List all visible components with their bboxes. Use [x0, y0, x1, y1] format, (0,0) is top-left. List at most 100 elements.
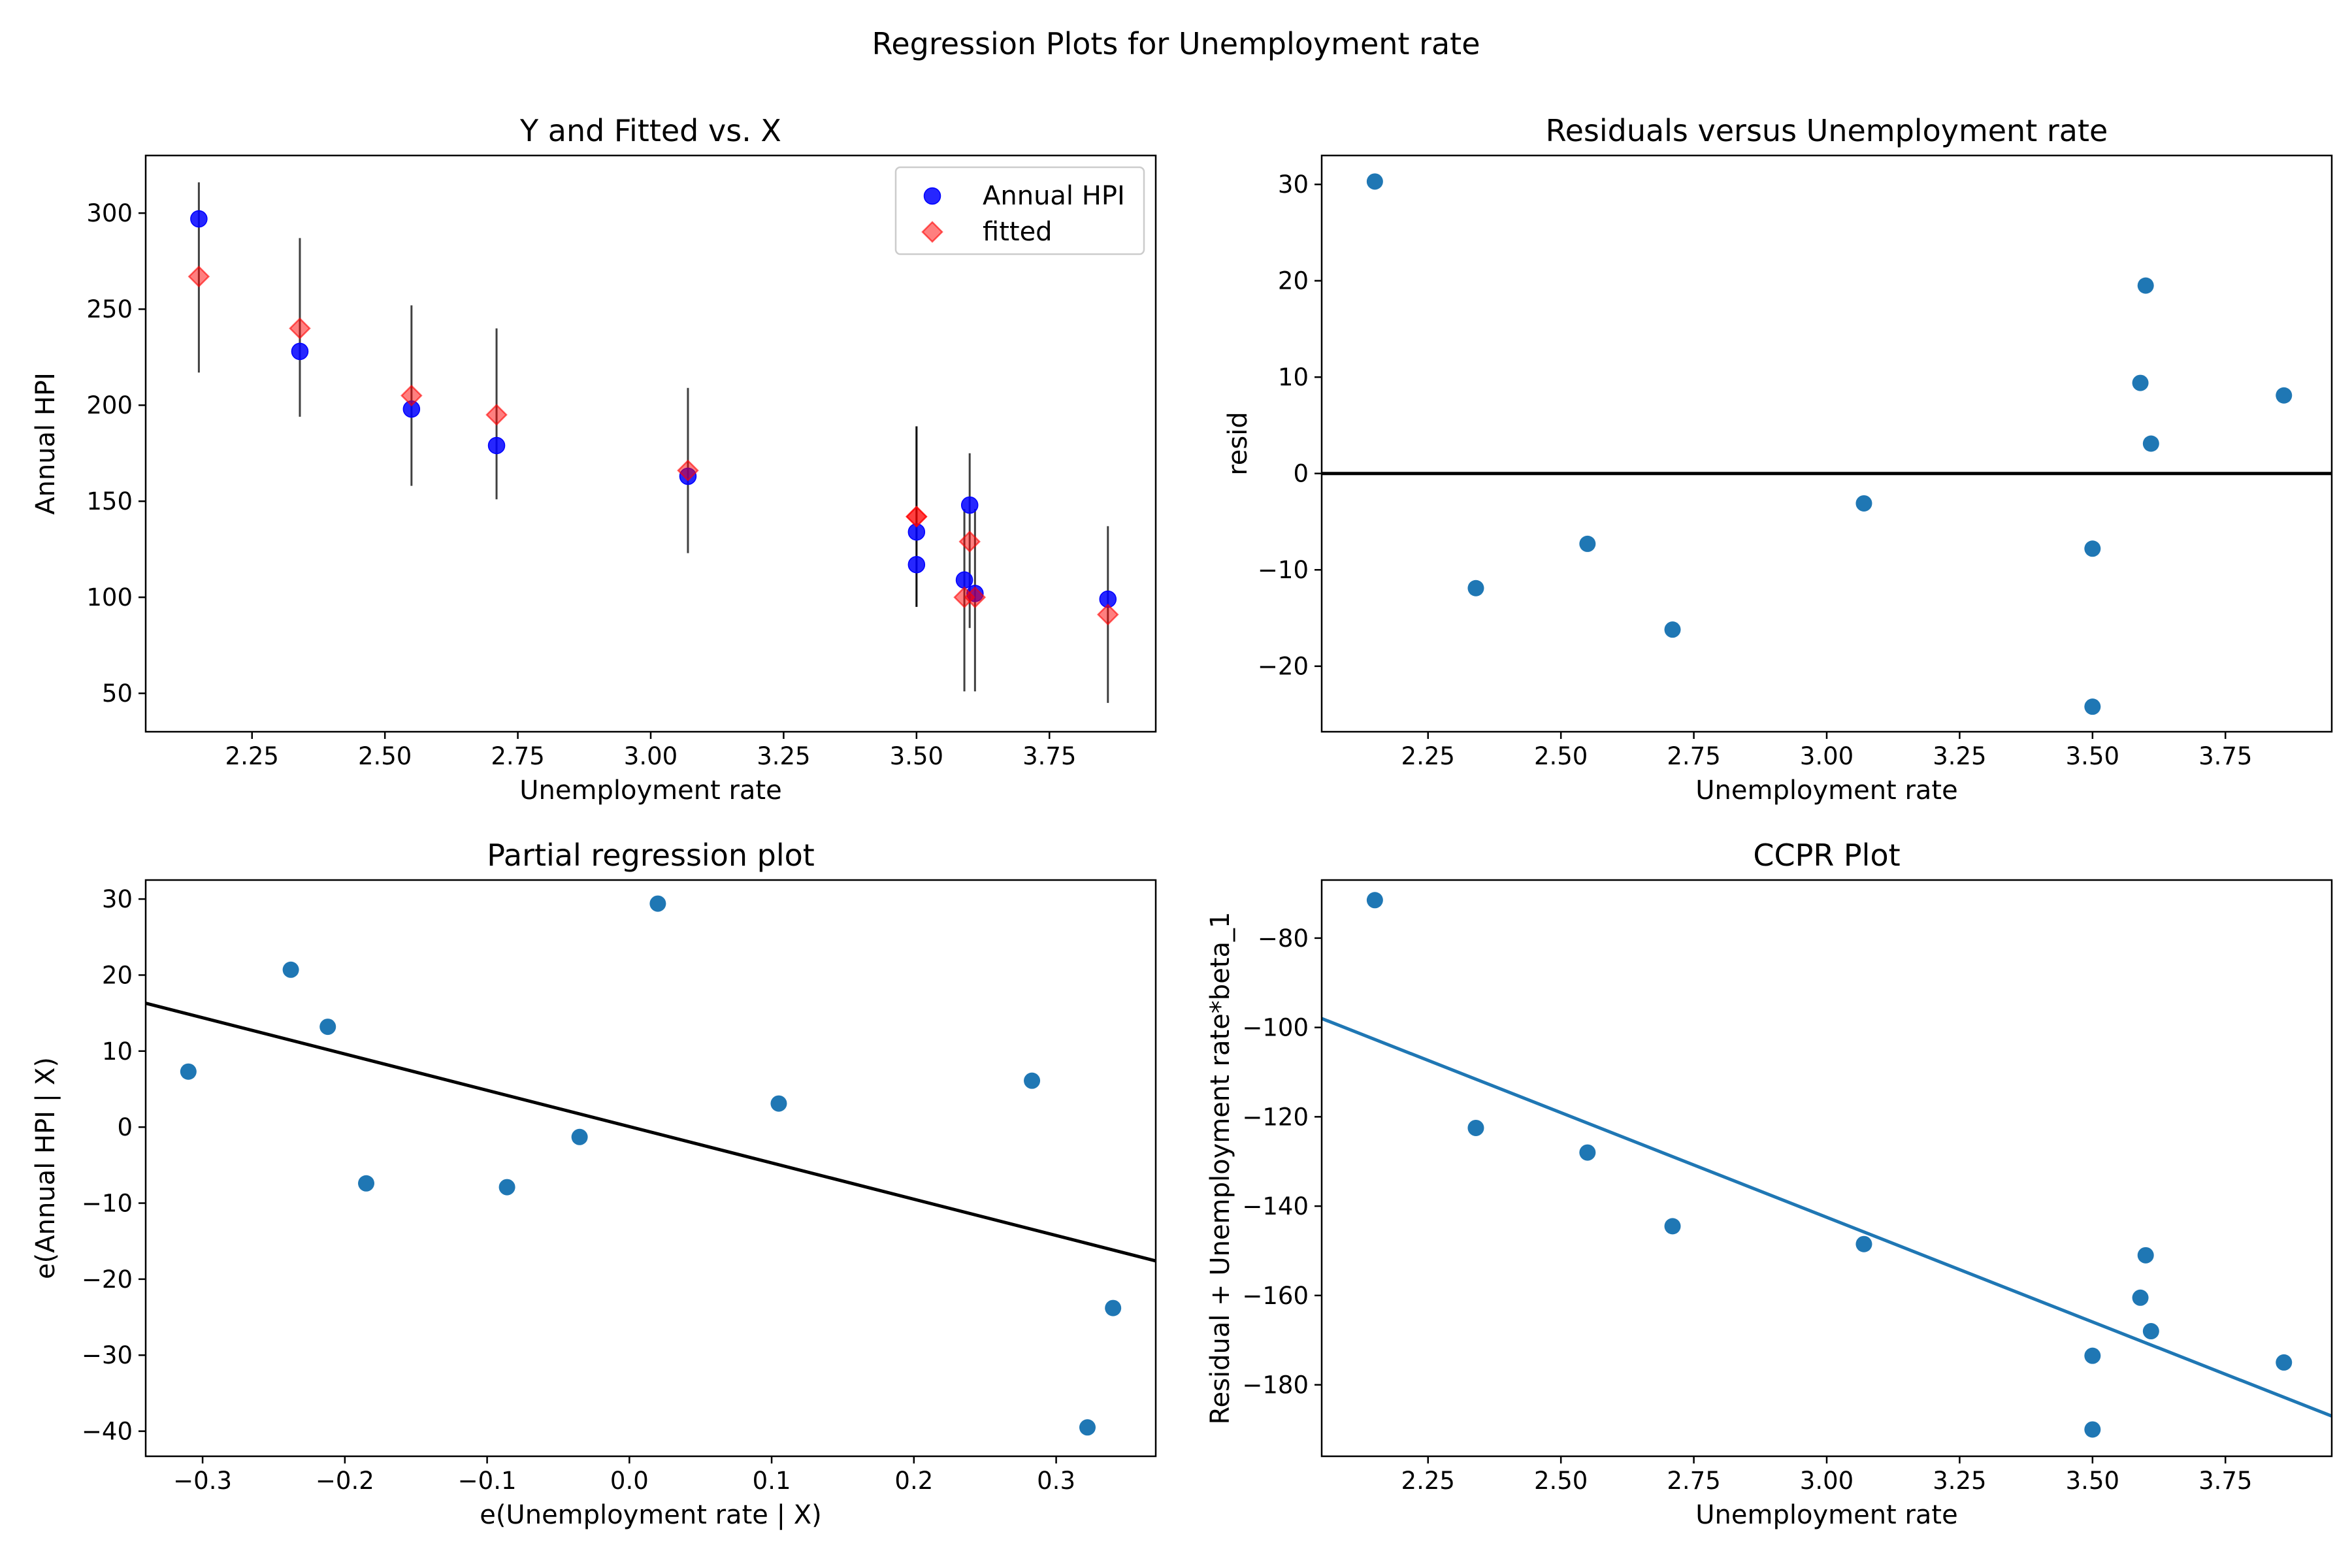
fitted-point	[958, 531, 981, 553]
ccpr-xtick-label: 3.00	[1800, 1467, 1854, 1495]
partreg-ytick-label: 0	[117, 1113, 133, 1141]
data-point	[180, 1063, 197, 1080]
partreg-ytick-label: −30	[82, 1341, 133, 1369]
yfit-xtick-label: 2.75	[491, 742, 544, 770]
data-point	[2132, 374, 2149, 391]
ccpr-ytick-label: −80	[1258, 924, 1309, 953]
partreg-ylabel: e(Annual HPI | X)	[31, 1057, 61, 1279]
data-point	[358, 1175, 375, 1192]
partreg-axes-frame	[144, 879, 1157, 1458]
yfit-xtick-label: 3.50	[890, 742, 943, 770]
resid-xtick-label: 2.50	[1534, 742, 1588, 770]
data-point	[498, 1179, 515, 1196]
ccpr-axes-frame	[1320, 879, 2333, 1458]
observed-point	[190, 210, 208, 228]
ccpr-xlabel: Unemployment rate	[1695, 1500, 1957, 1530]
partreg-panel: Partial regression plot −0.3 −0.2 −0.1 0.0 0.…	[31, 838, 1157, 1530]
partreg-xtick-label: −0.3	[173, 1467, 232, 1495]
fitted-point	[964, 586, 987, 608]
partreg-xtick-label: 0.2	[894, 1467, 933, 1495]
data-point	[2084, 1347, 2101, 1364]
fitted-point	[677, 459, 699, 482]
data-point	[1467, 1119, 1484, 1136]
data-point	[1664, 621, 1681, 638]
resid-axes-frame	[1320, 154, 2333, 733]
resid-ytick-label: −10	[1258, 556, 1309, 584]
data-point	[1079, 1419, 1096, 1436]
data-point	[1855, 1235, 1872, 1252]
ccpr-xtick-label: 3.25	[1933, 1467, 1986, 1495]
yfit-ytick-label: 100	[86, 583, 133, 612]
data-point	[1467, 580, 1484, 596]
yfit-ytick-label: 250	[86, 295, 133, 323]
data-point	[2132, 1289, 2149, 1306]
observed-point	[487, 436, 506, 455]
resid-xtick-label: 3.50	[2066, 742, 2119, 770]
data-point	[2084, 1421, 2101, 1438]
data-point	[2276, 387, 2293, 404]
partreg-xtick-label: 0.3	[1037, 1467, 1075, 1495]
ccpr-panel: CCPR Plot 2.25 2.50 2.75 3.00 3.25 3.50 3.75 −18…	[1205, 838, 2333, 1530]
partreg-xtick-label: −0.1	[458, 1467, 517, 1495]
yfit-ytick-label: 300	[86, 199, 133, 227]
fitted-point	[188, 265, 210, 287]
fitted-point	[485, 404, 508, 426]
yfit-xtick-label: 3.00	[624, 742, 678, 770]
data-point	[649, 895, 666, 912]
resid-ytick-label: 10	[1278, 363, 1309, 391]
yfit-title: Y and Fitted vs. X	[519, 113, 781, 148]
data-point	[1024, 1072, 1041, 1089]
ccpr-xtick-label: 2.50	[1534, 1467, 1588, 1495]
data-point	[571, 1128, 588, 1145]
resid-xtick-label: 3.25	[1933, 742, 1986, 770]
resid-title: Residuals versus Unemployment rate	[1546, 113, 2108, 148]
legend: Annual HPI fitted	[894, 166, 1145, 255]
yfit-panel: Y and Fitted vs. X 2.25 2.50 2.75 3.00 3.25 3.…	[31, 113, 1157, 806]
observed-point	[955, 571, 973, 589]
data-point	[1579, 1144, 1596, 1161]
fitted-point	[289, 317, 311, 340]
data-point	[319, 1019, 336, 1036]
data-point	[1664, 1218, 1681, 1235]
data-point	[2137, 1247, 2154, 1264]
data-point	[1579, 535, 1596, 552]
data-point	[1366, 892, 1383, 909]
partreg-ytick-label: 10	[102, 1037, 133, 1066]
data-point	[1105, 1299, 1122, 1316]
fitted-point	[906, 505, 928, 528]
partreg-plot-area	[146, 895, 1156, 1436]
data-point	[1366, 173, 1383, 190]
data-point	[1855, 495, 1872, 512]
resid-panel: Residuals versus Unemployment rate 2.25 2.…	[1223, 113, 2333, 806]
resid-ylabel: resid	[1223, 412, 1253, 476]
resid-plot-area	[1322, 173, 2332, 715]
resid-ytick-label: 0	[1293, 460, 1309, 488]
ccpr-xtick-label: 3.50	[2066, 1467, 2119, 1495]
partreg-ytick-label: 30	[102, 885, 133, 913]
ccpr-ytick-label: −160	[1242, 1282, 1309, 1310]
yfit-plot-area	[188, 182, 1119, 703]
ccpr-xtick-label: 2.75	[1667, 1467, 1720, 1495]
partreg-ytick-label: −40	[82, 1418, 133, 1446]
yfit-xtick-label: 3.75	[1022, 742, 1076, 770]
resid-xlabel: Unemployment rate	[1695, 776, 1957, 806]
resid-xtick-label: 3.00	[1800, 742, 1854, 770]
yfit-ylabel: Annual HPI	[31, 372, 61, 515]
ccpr-ytick-label: −100	[1242, 1014, 1309, 1042]
legend-fitted-label: fitted	[983, 217, 1053, 247]
fit-line	[146, 1002, 1156, 1263]
legend-fitted-marker	[921, 221, 943, 243]
resid-ytick-label: −20	[1258, 653, 1309, 681]
legend-observed-label: Annual HPI	[983, 181, 1125, 211]
data-point	[2084, 698, 2101, 715]
yfit-ytick-label: 200	[86, 391, 133, 419]
partreg-xlabel: e(Unemployment rate | X)	[480, 1500, 822, 1530]
resid-ytick-label: 30	[1278, 171, 1309, 199]
legend-observed-marker	[923, 187, 941, 205]
ccpr-plot-area	[1322, 892, 2332, 1438]
resid-xtick-label: 2.25	[1401, 742, 1455, 770]
ccpr-ytick-label: −120	[1242, 1103, 1309, 1131]
fitted-point	[1097, 603, 1119, 626]
partreg-xtick-label: 0.0	[610, 1467, 649, 1495]
